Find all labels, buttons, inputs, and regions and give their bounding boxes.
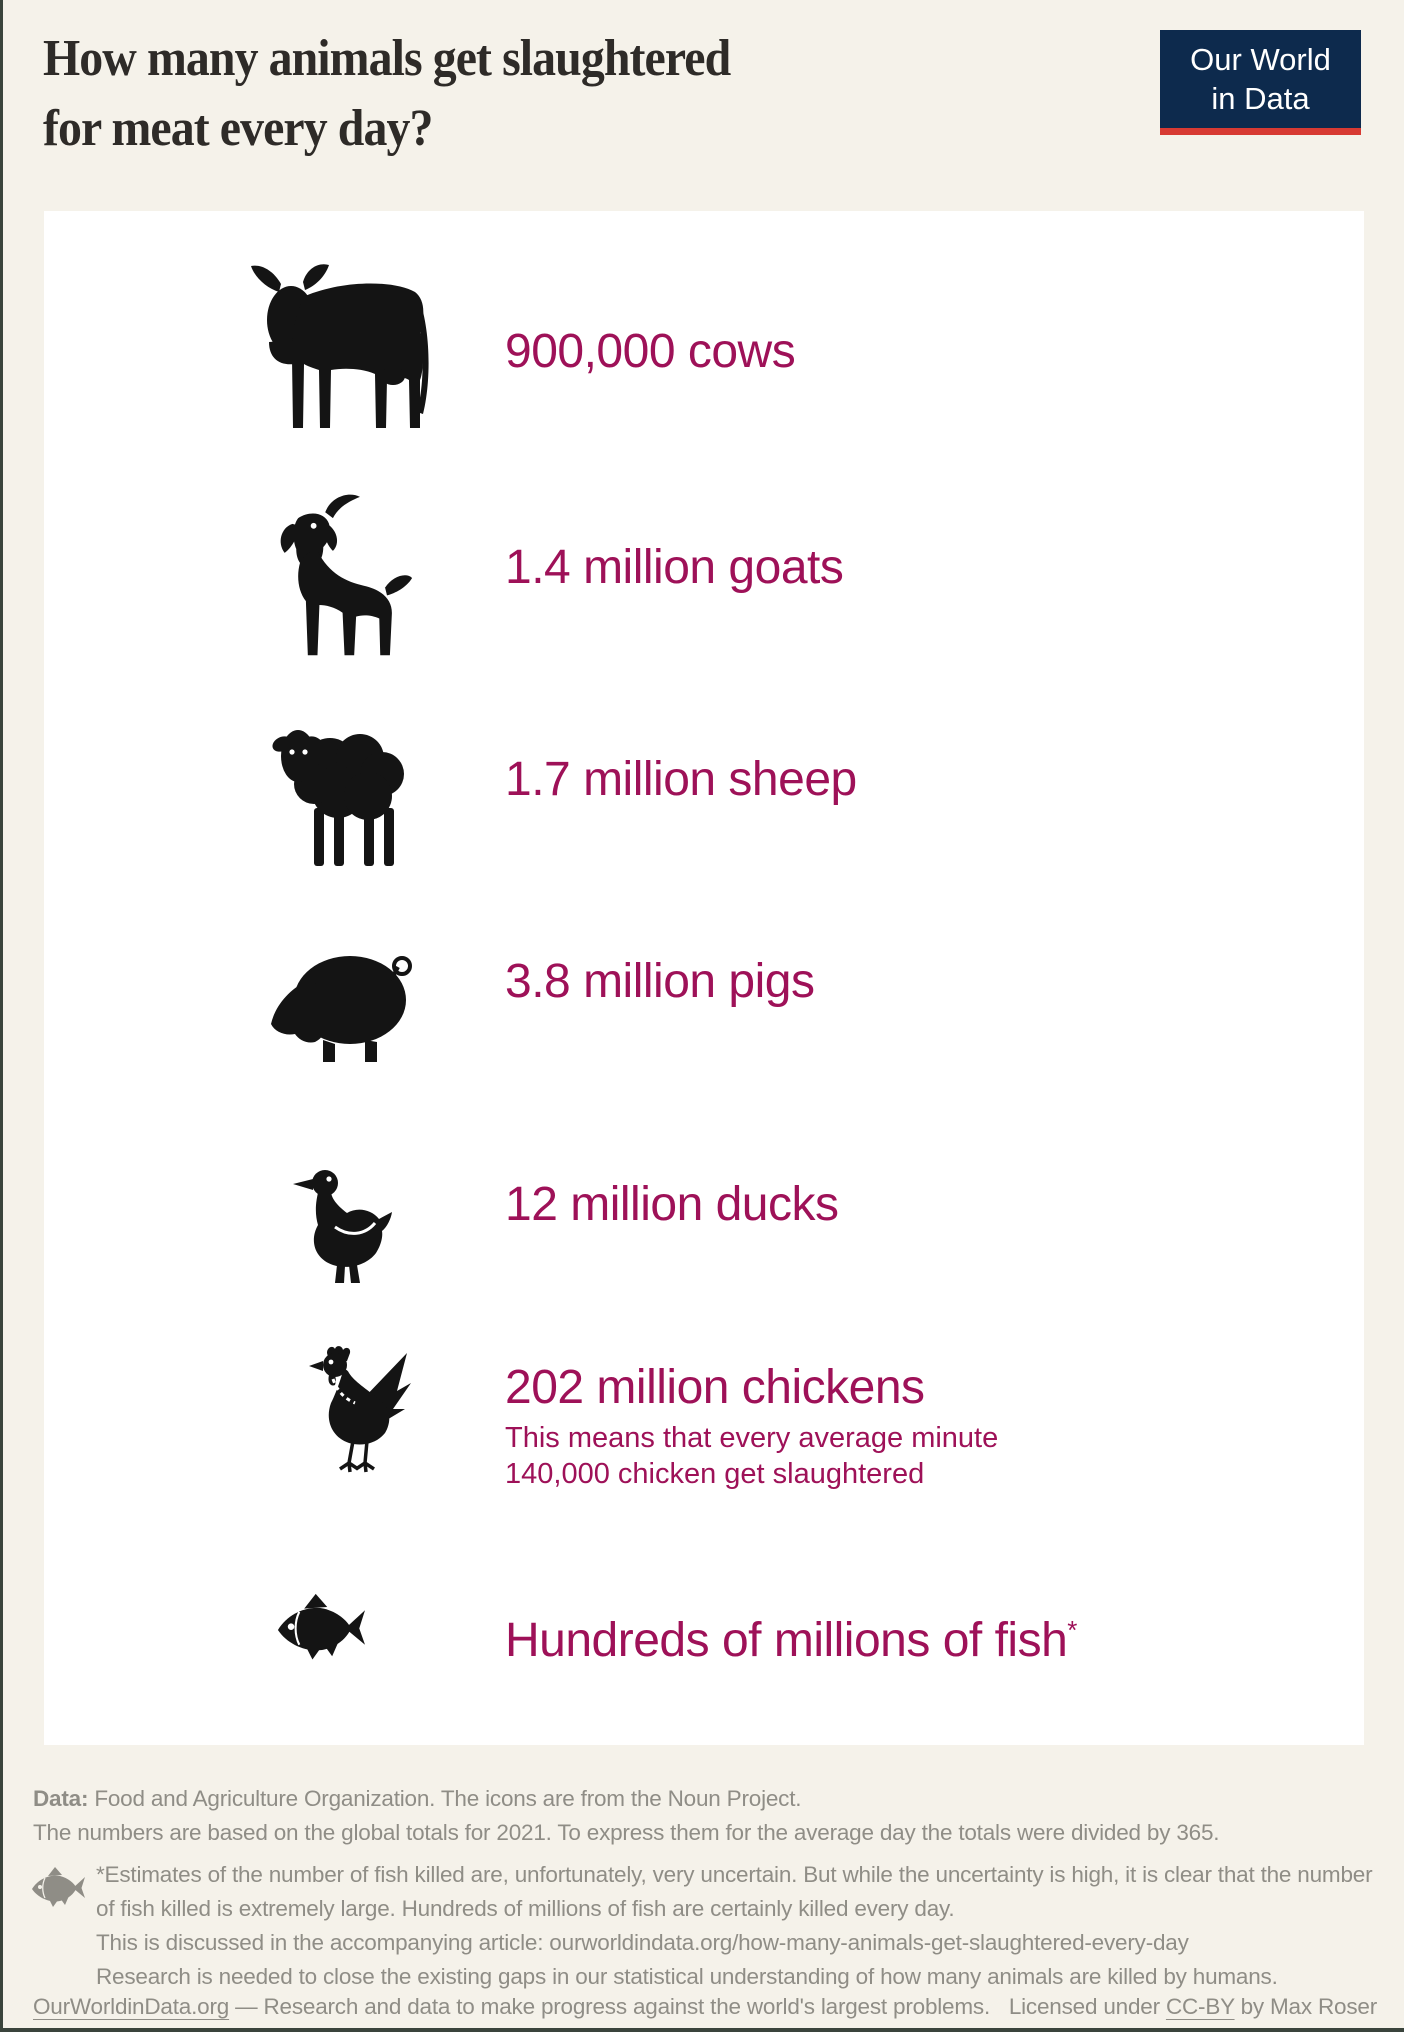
ccby-link[interactable]: CC-BY — [1165, 1994, 1235, 2019]
cow-icon — [243, 262, 438, 434]
source-text: Food and Agriculture Organization. The i… — [88, 1786, 802, 1811]
bottom-right: Licensed under CC-BY by Max Roser — [1009, 1992, 1377, 2022]
fish-count: Hundreds of millions of fish* — [505, 1593, 1077, 1678]
chart-panel: 900,000 cows 1.4 million goats — [44, 211, 1364, 1745]
owid-logo-line1: Our World — [1190, 42, 1331, 77]
pig-icon — [265, 948, 420, 1066]
cow-count: 900,000 cows — [505, 325, 796, 378]
pig-count: 3.8 million pigs — [505, 955, 815, 1008]
goat-count: 1.4 million goats — [505, 541, 844, 594]
source-line2: The numbers are based on the global tota… — [33, 1820, 1220, 1845]
fish-count-text: Hundreds of millions of fish — [505, 1614, 1068, 1667]
chicken-note-line1: This means that every average minute — [505, 1422, 999, 1454]
fish-footnote-line4: Research is needed to close the existing… — [96, 1964, 1278, 1989]
license-suffix: by Max Roser — [1234, 1994, 1378, 2019]
footnote-fish-icon — [29, 1866, 85, 1909]
fish-footnote: *Estimates of the number of fish killed … — [96, 1858, 1391, 1994]
page-title: How many animals get slaughtered for mea… — [43, 24, 731, 164]
goat-icon — [275, 488, 415, 666]
chicken-icon — [303, 1345, 413, 1483]
fish-footnote-line2: of fish killed is extremely large. Hundr… — [96, 1896, 955, 1921]
license-prefix: Licensed under — [1008, 1994, 1166, 2019]
page-title-line2: for meat every day? — [43, 100, 433, 157]
bottom-left-text: — Research and data to make progress aga… — [229, 1994, 991, 2019]
fish-footnote-marker: * — [1067, 1615, 1077, 1645]
bottom-bar: OurWorldinData.org — Research and data t… — [33, 1992, 1377, 2022]
owid-logo: Our World in Data — [1160, 30, 1361, 135]
owid-logo-line2: in Data — [1211, 81, 1310, 116]
sheep-count: 1.7 million sheep — [505, 753, 857, 806]
bottom-left: OurWorldinData.org — Research and data t… — [33, 1992, 990, 2022]
chicken-note: This means that every average minute 140… — [505, 1420, 998, 1492]
owid-site-link[interactable]: OurWorldinData.org — [33, 1994, 230, 2019]
duck-icon — [291, 1165, 399, 1287]
fish-footnote-line3: This is discussed in the accompanying ar… — [96, 1930, 1189, 1955]
chicken-note-line2: 140,000 chicken get slaughtered — [505, 1458, 925, 1490]
page-title-line1: How many animals get slaughtered — [43, 30, 731, 87]
fish-footnote-line1: *Estimates of the number of fish killed … — [96, 1862, 1373, 1887]
source-label: Data: — [33, 1786, 89, 1811]
fish-icon — [273, 1592, 365, 1663]
source-line1: Data: Food and Agriculture Organization.… — [33, 1782, 802, 1816]
sheep-icon — [268, 712, 418, 870]
chicken-count: 202 million chickens — [505, 1361, 925, 1414]
duck-count: 12 million ducks — [505, 1178, 839, 1231]
